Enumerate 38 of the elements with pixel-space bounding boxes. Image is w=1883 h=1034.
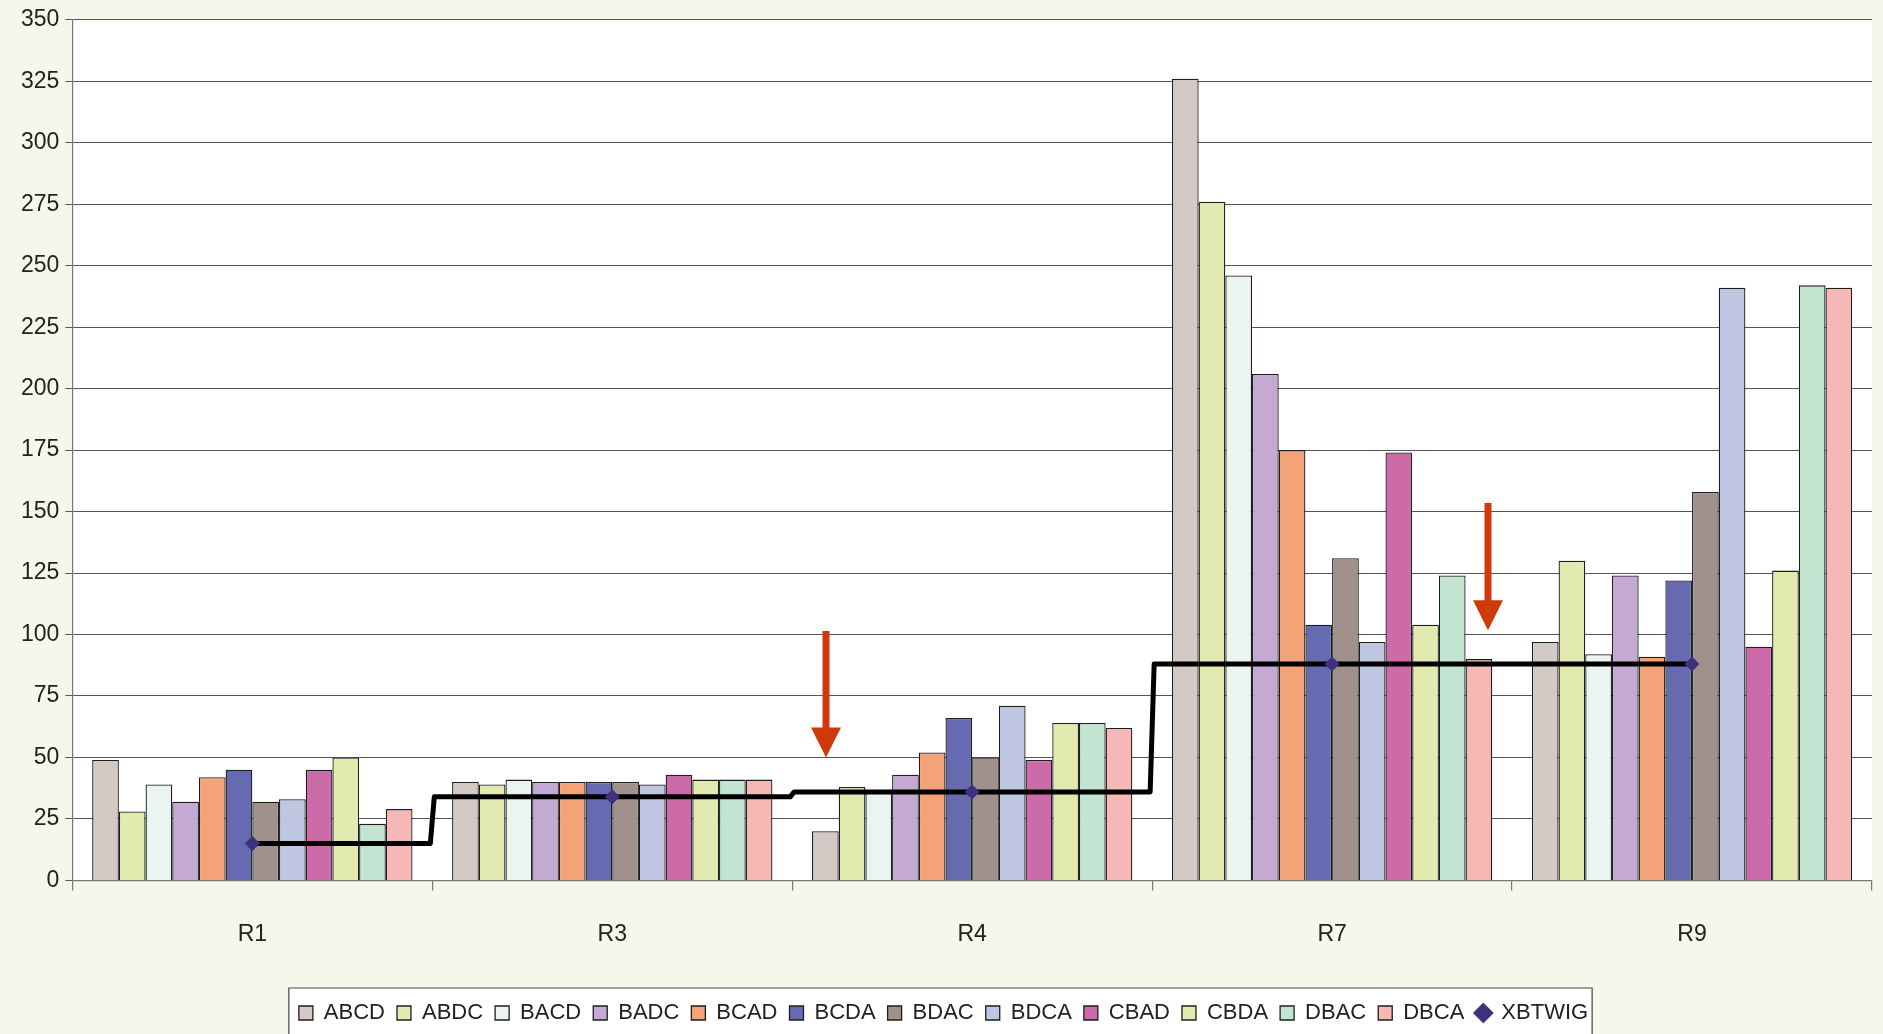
x-tick-label: R3 — [597, 919, 627, 946]
y-tick-label: 325 — [21, 66, 60, 93]
legend-label: CBAD — [1108, 999, 1170, 1025]
legend-label: BCAD — [716, 999, 778, 1025]
legend-label: XBTWIG — [1501, 999, 1589, 1025]
x-tick-label: R4 — [957, 919, 988, 946]
y-tick-label: 150 — [21, 496, 60, 523]
x-tick-label: R1 — [237, 919, 268, 946]
legend-label: DBCA — [1403, 999, 1465, 1025]
y-tick-label: 75 — [33, 681, 60, 708]
point — [1324, 656, 1340, 672]
y-tick-label: 25 — [33, 804, 60, 831]
y-tick-label: 300 — [21, 128, 60, 155]
point — [1684, 656, 1700, 672]
y-tick-label: 100 — [21, 619, 60, 646]
legend-label: CBDA — [1206, 999, 1269, 1025]
x-tick-label: R9 — [1677, 919, 1707, 946]
y-tick-label: 225 — [21, 312, 60, 339]
legend-label: BADC — [618, 999, 680, 1025]
legend-label: ABCD — [323, 999, 385, 1025]
legend-label: DBAC — [1305, 999, 1367, 1025]
y-tick-label: 0 — [46, 865, 60, 892]
y-tick-label: 350 — [21, 5, 60, 32]
legend-label: BDCA — [1010, 999, 1073, 1025]
y-tick-label: 50 — [33, 742, 60, 769]
x-tick-label: R7 — [1317, 919, 1347, 946]
y-tick-label: 275 — [21, 189, 60, 216]
y-tick-label: 250 — [21, 251, 60, 278]
legend-label: ABDC — [422, 999, 484, 1025]
point — [604, 789, 620, 805]
y-tick-label: 125 — [21, 558, 60, 585]
legend-label: BACD — [520, 999, 582, 1025]
legend-label: BCDA — [814, 999, 876, 1025]
y-tick-label: 175 — [21, 435, 60, 462]
legend-label: BDAC — [912, 999, 974, 1025]
point — [244, 836, 260, 852]
point — [964, 784, 980, 800]
y-tick-label: 200 — [21, 373, 60, 400]
